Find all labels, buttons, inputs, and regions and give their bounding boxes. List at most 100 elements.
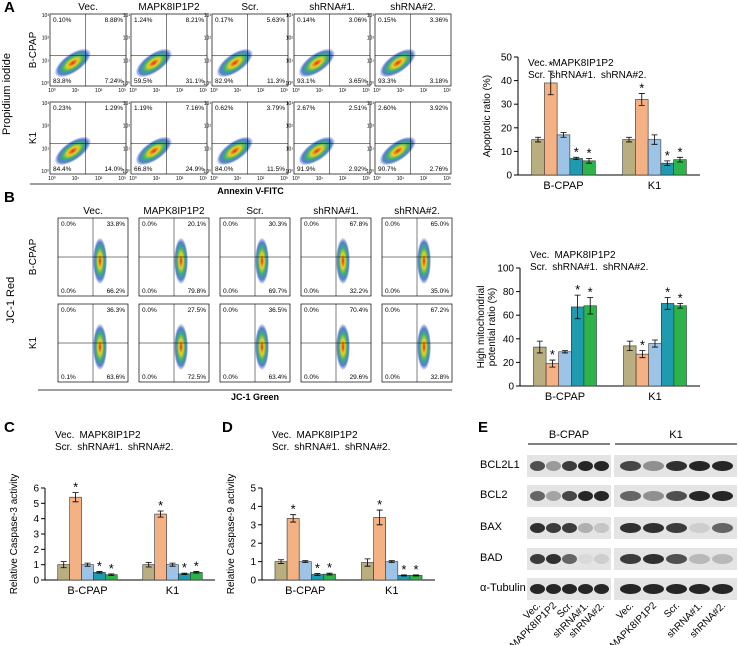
y-tick-label: 0 [250,576,256,587]
significance: * [401,562,406,577]
column-title: MAPK8IP1P2 [143,206,205,217]
x-tick-label: B-CPAP [67,585,107,597]
quadrant-value: 0.0% [223,374,238,381]
legend-entry: Scr. [272,442,289,453]
quadrant-value: 11.3% [267,78,285,85]
bar [623,345,637,387]
quadrant-value: 11.5% [267,166,285,173]
error-bar [376,509,383,526]
flow-tick-label: 10² [420,88,428,94]
flow-tick-label: 10¹ [234,88,242,94]
blot-band [689,523,710,533]
bar [673,305,687,387]
significance: * [291,502,296,517]
error-bar [639,350,646,359]
quadrant-value: 8.88% [105,17,124,24]
quadrant-value: 0.0% [142,307,157,314]
legend-entry: Scr. [528,70,545,81]
y-tick-label: 2 [250,539,256,550]
blot-band [530,491,545,501]
flow-tick-label: 10² [257,176,265,182]
x-tick-label: K1 [166,585,179,597]
quadrant-value: 0.1% [61,374,76,381]
quadrant-value: 14.0% [105,166,124,173]
flow-tick-label: 10⁰ [41,169,49,175]
flow-tick-label: 10³ [443,176,451,182]
flow-tick-label: 10¹ [316,176,324,182]
error-bar [400,574,407,577]
quadrant-value: 30.3% [269,221,288,228]
quadrant-value: 84.4% [53,166,72,173]
error-bar [169,562,176,567]
x-tick-label: K1 [648,391,661,403]
y-tick-label: 20 [501,123,513,134]
y-tick-label: 3 [33,530,39,541]
column-title: shRNA#2. [394,206,440,217]
error-bar [278,559,285,564]
legend-entry: shRNA#2. [128,442,174,453]
flow-tick-label: 10⁰ [373,88,381,94]
quadrant-value: 0.0% [385,221,400,228]
error-bar [314,573,321,576]
blot-band [578,461,593,471]
quadrant-value: 3.06% [349,17,368,24]
panel-label: D [222,419,233,436]
legend-entry: shRNA#2. [345,442,391,453]
flow-tick-label: 10¹ [123,146,131,152]
blot-band [562,584,577,594]
significance: * [97,559,102,574]
flow-tick-label: 10³ [367,13,375,19]
significance: * [665,148,670,163]
cell-cloud [417,237,431,285]
column-title: shRNA#1. [309,2,355,13]
quadrant-value: 59.5% [134,78,153,85]
flow-tick-label: 10¹ [397,88,405,94]
error-bar [585,158,592,164]
error-bar [145,561,152,568]
column-title: Vec. [78,2,97,13]
error-bar [664,297,671,310]
error-bar [193,571,200,574]
blot-band [643,491,664,501]
quadrant-value: 0.0% [304,288,319,295]
blot-band [643,554,664,564]
quadrant-value: 0.0% [142,374,157,381]
error-bar [547,70,554,96]
significance: * [73,480,78,495]
y-tick-label: 60 [503,311,515,322]
blot-band [562,491,577,501]
blot-band [666,491,687,501]
y-axis-label: Relative Caspase-9 activity [226,474,237,595]
error-bar [626,136,633,143]
protein-label: α-Tubulin [480,582,526,594]
error-bar [549,359,556,368]
error-bar [651,134,658,145]
blot-band [712,584,733,594]
legend-entry: MAPK8IP1P2 [296,430,358,441]
flow-tick-label: 10² [176,88,184,94]
flow-tick-label: 10³ [123,13,131,19]
flow-tick-label: 10³ [204,13,212,19]
quadrant-value: 0.0% [304,221,319,228]
flow-tick-label: 10³ [118,176,126,182]
flow-tick-label: 10³ [42,101,50,107]
y-tick-label: 5 [33,499,39,510]
row-label: K1 [28,131,39,144]
significance: * [158,498,163,513]
quadrant-value: 2.51% [349,105,368,112]
flow-tick-label: 10¹ [397,176,405,182]
bar [385,561,399,581]
y-tick-label: 80 [503,287,515,298]
error-bar [60,561,67,569]
quadrant-value: 3.65% [349,78,368,85]
quadrant-value: 82.9% [215,78,234,85]
flow-tick-label: 10⁰ [41,81,49,87]
column-title: MAPK8IP1P2 [138,2,200,13]
blot-band [712,523,733,533]
flow-tick-label: 10⁰ [122,169,130,175]
flow-tick-label: 10⁰ [366,169,374,175]
flow-tick-label: 10¹ [367,146,375,152]
quadrant-value: 0.0% [223,221,238,228]
significance: * [548,58,553,73]
